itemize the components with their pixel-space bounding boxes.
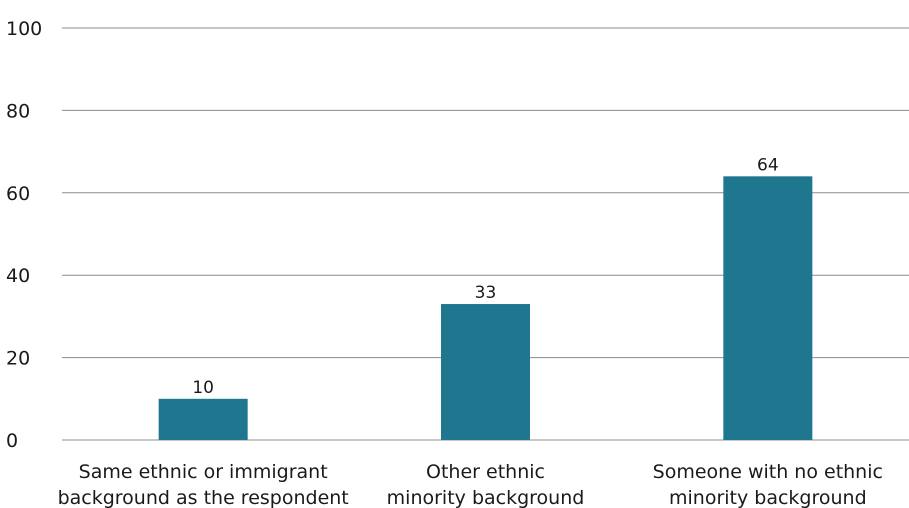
- y-tick-label: 100: [6, 18, 42, 40]
- y-tick-label: 40: [6, 265, 30, 287]
- bar: [158, 398, 248, 440]
- x-category-label: Same ethnic or immigrant background as th…: [58, 461, 349, 508]
- data-label: 33: [475, 283, 497, 303]
- y-tick-label: 0: [6, 430, 18, 452]
- bar: [441, 304, 530, 440]
- y-tick-label: 80: [6, 100, 30, 122]
- x-category-label: Someone with no ethnic minority backgroun…: [653, 461, 883, 508]
- x-category-label: Other ethnic minority background: [387, 461, 585, 508]
- bar: [723, 176, 813, 440]
- data-label: 64: [757, 155, 779, 175]
- y-tick-label: 20: [6, 348, 30, 370]
- y-tick-label: 60: [6, 183, 30, 205]
- data-label: 10: [192, 378, 214, 398]
